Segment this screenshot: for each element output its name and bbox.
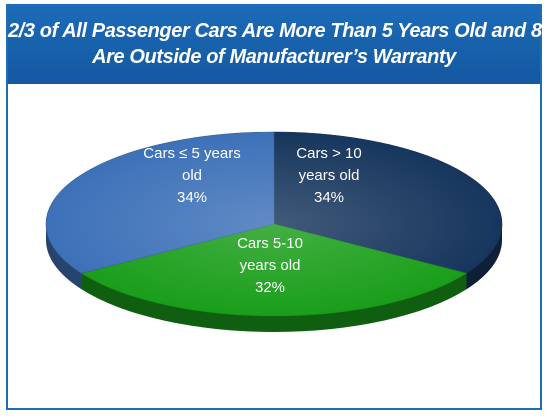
slice-name-line: Cars > 10 (296, 145, 361, 162)
chart-title-line-2: Are Outside of Manufacturer’s Warranty (92, 46, 456, 68)
chart-title-line-1: 2/3 of All Passenger Cars Are More Than … (8, 20, 550, 42)
slice-label-0: Cars > 10 years old 34% (296, 145, 361, 206)
pie-slice-side-2 (46, 224, 82, 290)
title-bar: 2/3 of All Passenger Cars Are More Than … (8, 6, 550, 84)
slice-name-line: Cars 5-10 (237, 235, 303, 252)
slice-name-line: Cars ≤ 5 years (143, 145, 240, 162)
slice-label-2: Cars ≤ 5 years old 34% (143, 145, 240, 206)
slice-value-label: 34% (177, 189, 207, 206)
chart-frame: 2/3 of All Passenger Cars Are More Than … (6, 4, 550, 410)
pie-slice-side-0 (466, 224, 502, 290)
slice-value-label: 34% (314, 189, 344, 206)
slice-label-1: Cars 5-10 years old 32% (237, 235, 303, 296)
slice-name-line: years old (299, 167, 360, 184)
pie-sheen (46, 132, 502, 316)
pie-slice-side-1 (81, 273, 467, 333)
slice-name-line: old (182, 167, 202, 184)
pie-chart: Cars > 10 years old 34% Cars 5-10 years old 3… (45, 131, 503, 333)
slice-name-line: years old (240, 257, 301, 274)
slice-value-label: 32% (255, 279, 285, 296)
